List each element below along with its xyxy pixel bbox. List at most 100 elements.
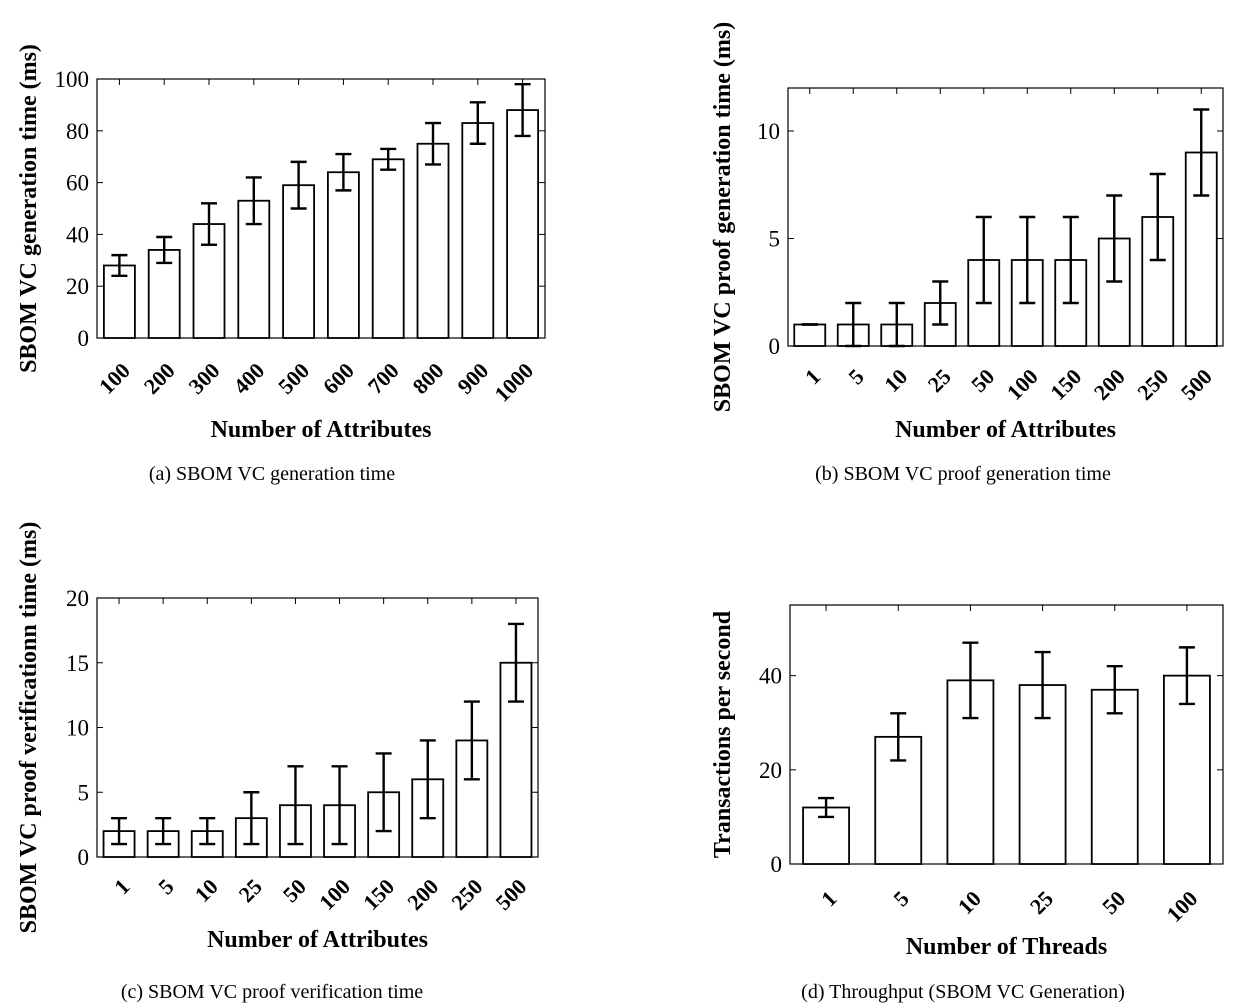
- x-category-label: 5: [888, 886, 913, 911]
- error-bar: [111, 816, 128, 846]
- error-bar: [962, 641, 979, 720]
- x-category-label: 100: [314, 874, 355, 915]
- x-category-label: 100: [1002, 364, 1043, 405]
- y-tick-label: 15: [66, 651, 89, 676]
- x-category-label: 500: [1176, 364, 1217, 405]
- x-category-label: 1: [800, 364, 825, 389]
- x-category-label: 150: [1045, 364, 1086, 405]
- x-category-label: 800: [408, 358, 449, 399]
- error-bar: [243, 791, 260, 846]
- x-category-label: 500: [490, 874, 531, 915]
- bar: [1090, 688, 1139, 865]
- plot-frame: [787, 87, 1224, 347]
- bar: [103, 264, 136, 339]
- error-bar: [425, 121, 441, 166]
- x-category-label: 1: [109, 874, 134, 899]
- x-category-label: 10: [953, 886, 986, 919]
- x-category-label: 50: [966, 364, 999, 397]
- x-category-label: 5: [843, 364, 868, 389]
- x-category-label: 50: [1097, 886, 1130, 919]
- y-tick-label: 0: [78, 326, 90, 351]
- bar: [326, 171, 360, 339]
- y-tick-label: 10: [757, 119, 780, 144]
- y-axis-label: SBOM VC proof generation time (ms): [710, 22, 736, 412]
- y-tick-label: 0: [771, 852, 783, 877]
- y-tick-label: 0: [769, 334, 781, 359]
- y-tick-label: 0: [78, 845, 90, 870]
- error-bar: [975, 215, 992, 305]
- x-category-label: 700: [363, 358, 404, 399]
- error-bar: [1106, 194, 1123, 283]
- error-bar: [1034, 650, 1051, 720]
- x-category-label: 150: [358, 874, 399, 915]
- panel-caption: (c) SBOM VC proof verification time: [121, 981, 423, 1003]
- y-tick-label: 5: [78, 780, 90, 805]
- error-bar: [335, 152, 352, 192]
- y-tick-label: 80: [66, 119, 89, 144]
- error-bar: [201, 202, 217, 246]
- error-bar: [111, 253, 128, 278]
- error-bar: [1149, 172, 1166, 262]
- x-category-label: 1000: [489, 358, 538, 407]
- y-tick-label: 5: [769, 227, 781, 252]
- x-category-label: 400: [228, 358, 269, 399]
- y-tick-label: 20: [759, 758, 782, 783]
- x-category-label: 50: [278, 874, 311, 907]
- plot-frame: [96, 78, 546, 339]
- error-bar: [290, 160, 307, 210]
- bar: [461, 122, 495, 339]
- x-axis-label: Number of Attributes: [211, 417, 432, 443]
- error-bar: [1062, 215, 1079, 305]
- bar: [282, 184, 316, 339]
- error-bar: [469, 101, 486, 145]
- x-axis-label: Number of Threads: [906, 934, 1107, 960]
- x-category-label: 100: [1161, 886, 1202, 927]
- error-bar: [375, 752, 392, 833]
- error-bar: [1106, 665, 1123, 715]
- bar: [416, 142, 450, 339]
- error-bar: [419, 739, 436, 820]
- error-bar: [890, 712, 907, 762]
- x-category-label: 200: [402, 874, 443, 915]
- error-bar: [1193, 108, 1210, 197]
- error-bar: [380, 147, 397, 171]
- plot-frame: [789, 604, 1224, 865]
- y-tick-label: 60: [66, 171, 89, 196]
- chart-d: 0 20 40 1 5 10 25 50 100 Number of Threads Transac…: [710, 604, 1224, 1003]
- x-category-label: 900: [452, 358, 493, 399]
- bar: [371, 158, 405, 339]
- x-category-label: 300: [184, 358, 225, 399]
- y-tick-label: 100: [55, 67, 90, 92]
- x-category-label: 10: [190, 874, 223, 907]
- y-tick-label: 40: [66, 222, 89, 247]
- x-category-label: 500: [273, 358, 314, 399]
- error-bar: [932, 280, 949, 326]
- x-axis-label: Number of Attributes: [207, 927, 428, 953]
- panel-caption: (b) SBOM VC proof generation time: [815, 463, 1111, 485]
- x-category-label: 25: [1025, 886, 1058, 919]
- error-bar: [818, 796, 835, 819]
- error-bar: [155, 816, 172, 846]
- error-bar: [245, 176, 262, 226]
- x-category-label: 250: [1132, 364, 1173, 405]
- x-category-label: 200: [1089, 364, 1130, 405]
- error-bar: [507, 622, 524, 703]
- y-tick-label: 10: [66, 716, 89, 741]
- x-category-label: 25: [923, 364, 956, 397]
- x-category-label: 1: [816, 886, 841, 911]
- error-bar: [888, 301, 905, 348]
- bar: [1163, 674, 1211, 865]
- panel-caption: (a) SBOM VC generation time: [149, 463, 395, 485]
- y-tick-label: 40: [759, 664, 782, 689]
- x-category-label: 5: [153, 874, 178, 899]
- error-bar: [1019, 215, 1036, 305]
- y-axis-label: Transactions per second: [710, 610, 736, 858]
- error-bar: [331, 765, 348, 846]
- error-bar: [463, 700, 480, 781]
- x-category-label: 25: [234, 874, 267, 907]
- y-tick-label: 20: [66, 586, 89, 611]
- bar: [506, 109, 540, 339]
